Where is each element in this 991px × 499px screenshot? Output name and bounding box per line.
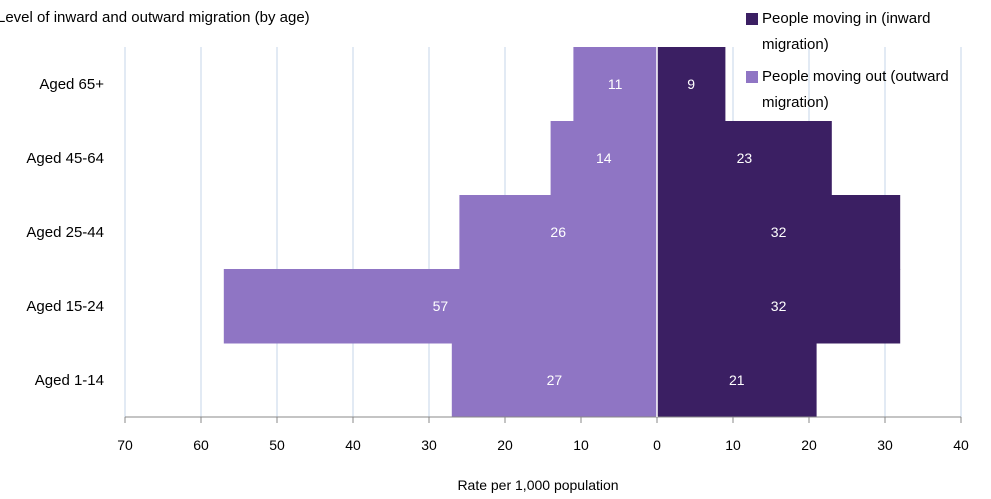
- x-tick-label: 20: [497, 437, 513, 453]
- legend-item-outward: People moving out (outward migration): [746, 64, 991, 116]
- x-tick-label: 30: [877, 437, 893, 453]
- legend-swatch-inward: [746, 13, 758, 25]
- legend-label-inward: People moving in (inward migration): [762, 10, 931, 53]
- legend: People moving in (inward migration) Peop…: [746, 6, 991, 122]
- bar-inward: [657, 47, 726, 122]
- data-label-outward: 57: [433, 298, 449, 314]
- bar-inward: [657, 269, 901, 344]
- data-label-inward: 9: [687, 76, 695, 92]
- x-tick-label: 50: [269, 437, 285, 453]
- legend-item-inward: People moving in (inward migration): [746, 6, 991, 58]
- x-tick-label: 20: [801, 437, 817, 453]
- bar-outward: [550, 121, 657, 196]
- data-label-inward: 21: [729, 372, 745, 388]
- category-label: Aged 1-14: [35, 372, 104, 389]
- data-label-inward: 32: [771, 298, 787, 314]
- data-label-outward: 11: [608, 76, 623, 92]
- data-labels: 11 9 14 23 26 32 57 32 27 21: [433, 76, 787, 388]
- category-label: Aged 45-64: [26, 150, 104, 167]
- bar-outward: [573, 47, 657, 122]
- bar-inward: [657, 343, 817, 418]
- data-label-inward: 23: [737, 150, 753, 166]
- category-label: Aged 15-24: [26, 298, 104, 315]
- x-tick-label: 30: [421, 437, 437, 453]
- axes: 70 60 50 40 30 20 10 0 10 20 30 40 Aged 65+ Aged 45-6…: [26, 47, 969, 453]
- category-label: Aged 25-44: [26, 224, 104, 241]
- bar-outward: [451, 343, 657, 418]
- x-axis-label: Rate per 1,000 population: [457, 477, 619, 493]
- bar-outward: [223, 269, 658, 344]
- bar-outward: [459, 195, 657, 270]
- x-tick-label: 70: [117, 437, 133, 453]
- legend-label-outward: People moving out (outward migration): [762, 68, 949, 111]
- bars: [223, 47, 901, 418]
- data-label-outward: 27: [547, 372, 563, 388]
- legend-swatch-outward: [746, 71, 758, 83]
- x-tick-label: 10: [725, 437, 741, 453]
- x-tick-label: 60: [193, 437, 209, 453]
- x-tick-label: 0: [653, 437, 661, 453]
- data-label-outward: 26: [550, 224, 566, 240]
- chart-title: Level of inward and outward migration (b…: [0, 9, 310, 26]
- bar-inward: [657, 195, 901, 270]
- x-tick-label: 40: [953, 437, 969, 453]
- x-tick-label: 40: [345, 437, 361, 453]
- data-label-outward: 14: [596, 150, 612, 166]
- category-label: Aged 65+: [39, 76, 104, 93]
- x-tick-label: 10: [573, 437, 589, 453]
- data-label-inward: 32: [771, 224, 787, 240]
- bar-inward: [657, 121, 832, 196]
